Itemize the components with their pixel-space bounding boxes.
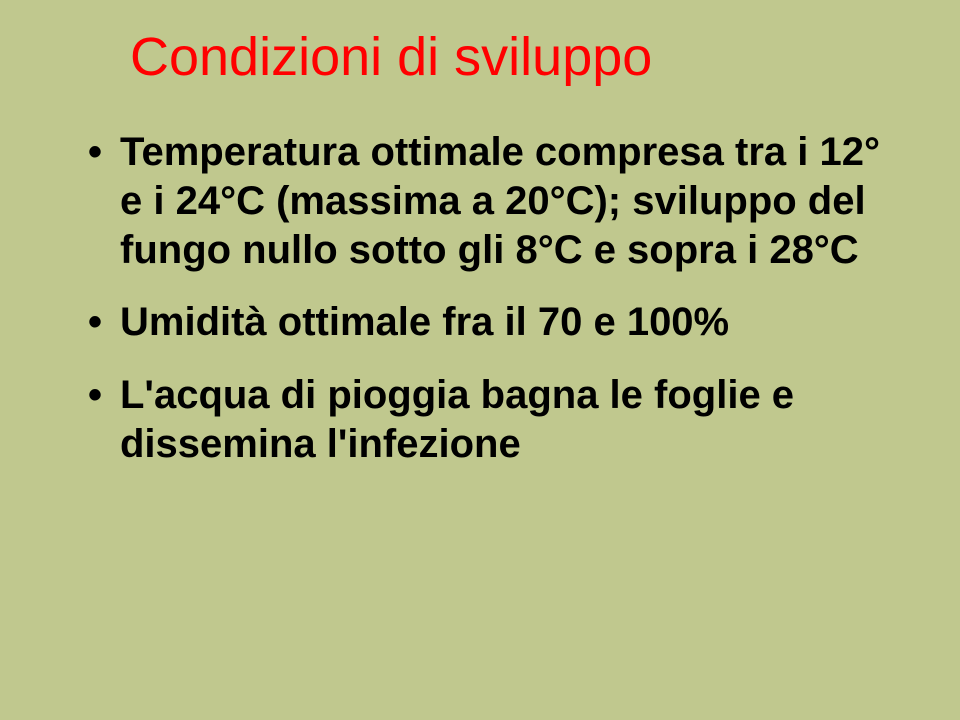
slide: Condizioni di sviluppo Temperatura ottim…	[0, 0, 960, 720]
bullet-item: Temperatura ottimale compresa tra i 12° …	[88, 128, 900, 274]
bullet-list: Temperatura ottimale compresa tra i 12° …	[88, 128, 900, 469]
bullet-item: Umidità ottimale fra il 70 e 100%	[88, 298, 900, 347]
slide-title: Condizioni di sviluppo	[130, 18, 900, 88]
bullet-item: L'acqua di pioggia bagna le foglie e dis…	[88, 371, 900, 469]
